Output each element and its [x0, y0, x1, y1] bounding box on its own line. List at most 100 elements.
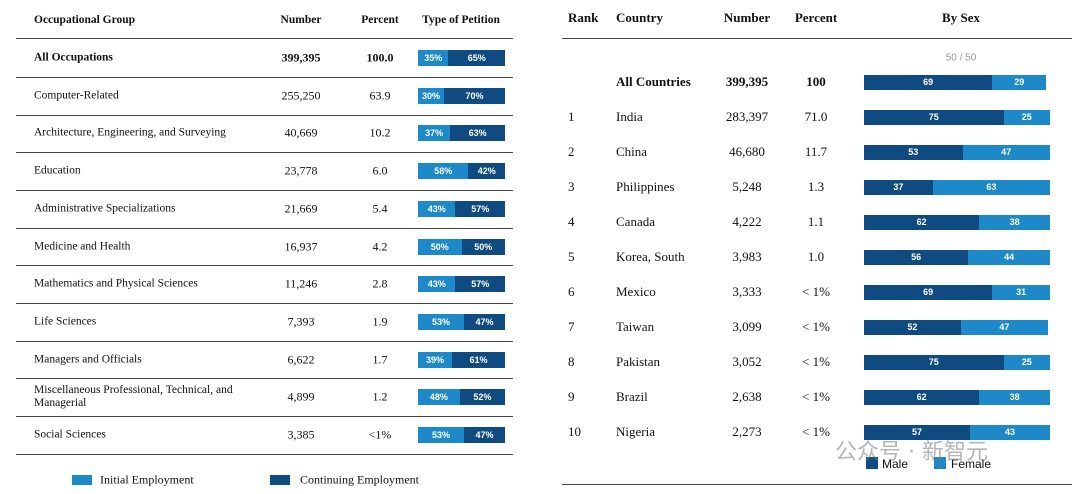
- rank: 9: [568, 389, 575, 404]
- header: Number: [723, 10, 771, 25]
- legend-label: Male: [882, 457, 909, 471]
- segment-label: 61%: [469, 354, 488, 365]
- header: Rank: [568, 10, 599, 25]
- rule: [16, 265, 513, 267]
- country: Mexico: [616, 284, 656, 299]
- rank: 7: [568, 319, 575, 334]
- initial-segment: 48%: [418, 389, 460, 406]
- percent: < 1%: [802, 284, 830, 299]
- male-segment: 69: [864, 74, 993, 90]
- female-segment: 43: [970, 424, 1050, 440]
- continuing-segment: 57%: [455, 200, 505, 217]
- rule: [562, 484, 1072, 485]
- occupational-group: Managers and Officials: [34, 353, 142, 366]
- initial-segment: 35%: [418, 50, 449, 66]
- number: 3,333: [732, 284, 762, 299]
- number: 11,246: [284, 276, 318, 291]
- watermark: 公众号 · 新智元: [835, 440, 988, 465]
- legend-swatch: [866, 457, 878, 469]
- header: By Sex: [942, 10, 980, 25]
- continuing-segment: 70%: [444, 87, 505, 104]
- rule: [16, 38, 513, 39]
- continuing-segment: 65%: [448, 50, 505, 66]
- continuing-segment: 63%: [450, 125, 505, 142]
- rule: [16, 378, 513, 380]
- male-segment: 75: [864, 109, 1004, 125]
- segment-label: 50%: [474, 241, 493, 252]
- number: 4,222: [732, 214, 762, 229]
- male-segment: 53: [864, 144, 963, 160]
- number: 3,385: [287, 427, 315, 442]
- percent: 71.0: [804, 109, 828, 124]
- percent: 63.9: [369, 88, 391, 103]
- number: 6,622: [287, 352, 315, 367]
- continuing-segment: 47%: [464, 427, 505, 443]
- female-segment: 31: [992, 284, 1050, 300]
- rank: 4: [568, 214, 575, 229]
- segment-label: 37%: [425, 128, 444, 139]
- continuing-segment: 47%: [464, 313, 505, 330]
- initial-segment: 43%: [418, 276, 456, 293]
- occupational-group: Life Sciences: [34, 315, 97, 328]
- number: 5,248: [732, 179, 762, 194]
- occupational-group: Social Sciences: [34, 428, 106, 441]
- number: 3,052: [732, 354, 762, 369]
- segment-label: 58%: [434, 166, 453, 177]
- percent: 1.9: [372, 314, 388, 329]
- rule: [16, 227, 513, 229]
- percent: 1.2: [372, 389, 388, 404]
- number: 399,395: [281, 50, 321, 65]
- percent: 1.1: [807, 214, 825, 229]
- number: 46,680: [729, 144, 765, 159]
- segment-label: 39%: [425, 354, 444, 365]
- female-segment: 47: [960, 319, 1049, 335]
- segment-label: 53%: [432, 316, 451, 327]
- rank: 1: [568, 109, 575, 124]
- rank: 5: [568, 249, 575, 264]
- percent: 5.4: [372, 201, 388, 216]
- percent: 1.0: [807, 249, 825, 264]
- continuing-segment: 57%: [455, 276, 505, 293]
- rule: [16, 189, 513, 191]
- male-segment: 69: [864, 284, 993, 300]
- percent: < 1%: [802, 389, 830, 404]
- scale-note: 50 / 50: [945, 52, 977, 64]
- rule: [562, 38, 1072, 39]
- legend-swatch: [270, 475, 290, 485]
- number: 2,638: [732, 389, 762, 404]
- header: Occupational Group: [34, 14, 136, 26]
- percent: 2.8: [372, 276, 388, 291]
- percent: <1%: [368, 427, 392, 442]
- initial-segment: 39%: [418, 351, 452, 368]
- legend-label: Initial Employment: [100, 472, 194, 487]
- number: 16,937: [284, 239, 318, 253]
- segment-label: 43%: [427, 279, 446, 290]
- female-segment: 47: [962, 144, 1050, 160]
- percent: 100: [806, 74, 826, 89]
- initial-segment: 30%: [418, 87, 445, 104]
- male-segment: 75: [864, 354, 1004, 370]
- occupational-group: Education: [34, 164, 81, 177]
- number: 7,393: [287, 314, 315, 329]
- legend-swatch: [72, 475, 92, 485]
- continuing-segment: 52%: [459, 389, 505, 406]
- female-segment: 38: [979, 389, 1050, 405]
- number: 255,250: [281, 88, 321, 103]
- country: Nigeria: [616, 424, 655, 439]
- legend-swatch: [934, 457, 946, 469]
- female-segment: 25: [1003, 354, 1050, 370]
- continuing-segment: 61%: [451, 351, 505, 368]
- occupational-group: Medicine and Health: [34, 240, 131, 252]
- percent: 10.2: [369, 125, 391, 140]
- initial-segment: 58%: [418, 163, 469, 180]
- segment-label: 65%: [467, 53, 486, 63]
- male-segment: 62: [864, 214, 980, 230]
- percent: 6.0: [372, 163, 388, 178]
- occupational-group: Administrative Specializations: [34, 202, 176, 215]
- percent: < 1%: [802, 424, 830, 439]
- female-segment: 63: [932, 179, 1050, 195]
- male-segment: 37: [864, 179, 933, 195]
- country: All Countries: [616, 74, 691, 89]
- segment-label: 47%: [475, 316, 494, 327]
